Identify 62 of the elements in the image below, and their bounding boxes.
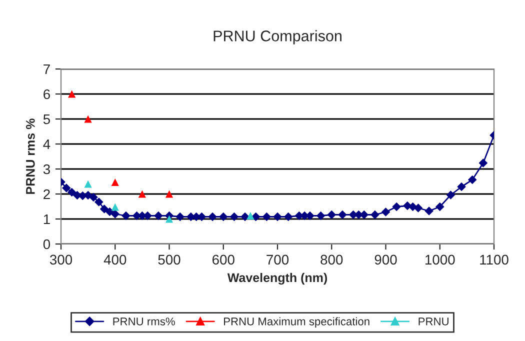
point: [154, 212, 163, 220]
legend-label: PRNU: [418, 318, 448, 326]
y-tick-label: 7: [44, 64, 50, 74]
point: [338, 210, 347, 219]
point: [176, 212, 184, 221]
point: [122, 212, 130, 220]
point: [165, 215, 174, 223]
point: [392, 202, 401, 211]
point: [89, 193, 98, 202]
x-tick-label: 900: [374, 254, 397, 265]
point: [111, 203, 119, 211]
legend-label: PRNU rms%: [113, 318, 175, 326]
point: [252, 212, 260, 221]
y-tick-label: 6: [44, 89, 50, 100]
point: [219, 212, 228, 221]
point: [100, 204, 108, 214]
point: [62, 184, 71, 192]
x-axis-title: Wavelength (nm): [227, 272, 327, 285]
point: [68, 188, 76, 196]
point: [110, 210, 120, 218]
point: [84, 180, 92, 188]
y-tick-label: 3: [43, 164, 50, 174]
point: [246, 212, 254, 220]
y-tick-label: 5: [43, 114, 50, 124]
point: [382, 208, 390, 216]
point: [165, 190, 174, 198]
x-tick-label: 700: [266, 254, 289, 265]
y-tick-label: 4: [43, 139, 50, 150]
point: [262, 212, 271, 221]
y-tick-label: 1: [44, 214, 50, 224]
y-tick-label: 2: [44, 189, 50, 200]
point: [468, 176, 476, 184]
point: [284, 212, 292, 221]
x-tick-label: 400: [104, 254, 126, 265]
point: [138, 190, 146, 198]
point: [479, 158, 488, 168]
y-axis-title: PRNU rms %: [26, 118, 35, 194]
point: [68, 90, 76, 98]
y-tick-label: 0: [43, 239, 50, 250]
x-tick-label: 600: [212, 254, 234, 265]
point: [230, 212, 238, 221]
point: [84, 115, 92, 123]
x-tick-label: 800: [320, 254, 343, 265]
legend-label: PRNU Maximum specification: [224, 317, 370, 328]
x-tick-label: 300: [50, 254, 72, 265]
point: [446, 190, 455, 200]
point: [111, 178, 119, 186]
x-tick-label: 500: [158, 254, 180, 265]
point: [414, 204, 422, 212]
point: [370, 210, 380, 219]
point: [240, 212, 250, 221]
point: [457, 182, 466, 191]
x-tick-label: 1100: [480, 254, 508, 265]
point: [208, 212, 217, 221]
point: [327, 210, 336, 219]
point: [94, 198, 104, 206]
chart-title: PRNU Comparison: [214, 30, 342, 44]
point: [273, 212, 282, 221]
point: [436, 202, 444, 211]
x-tick-label: 1000: [425, 254, 455, 265]
point: [316, 212, 325, 220]
point: [424, 206, 434, 216]
